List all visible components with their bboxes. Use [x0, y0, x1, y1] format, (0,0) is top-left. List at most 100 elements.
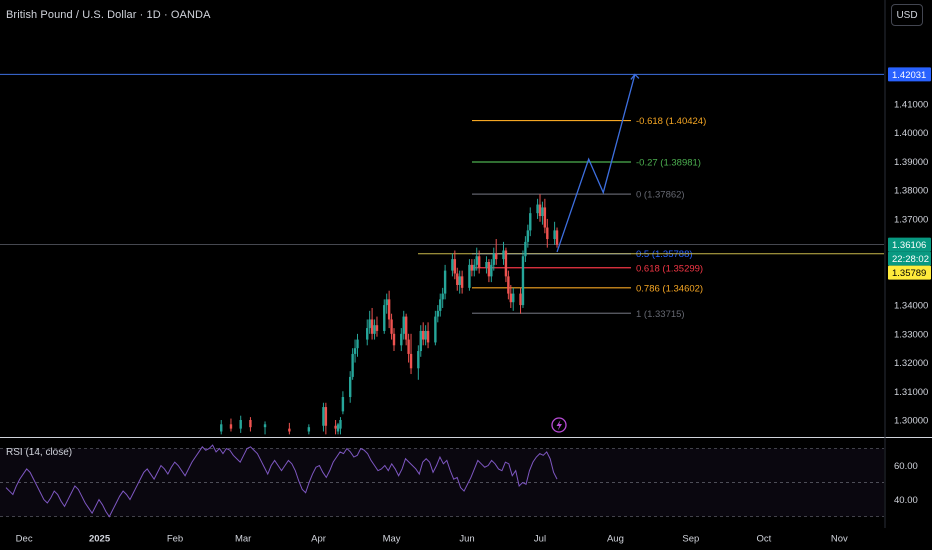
candle — [239, 415, 242, 433]
candle — [322, 402, 325, 432]
candle — [353, 339, 357, 363]
candle-body — [356, 339, 359, 349]
symbol-title: British Pound / U.S. Dollar · 1D · OANDA — [6, 9, 211, 21]
date-tick-label: Nov — [831, 534, 848, 545]
candle-body — [368, 319, 371, 329]
candle — [541, 201, 544, 225]
candle — [443, 264, 447, 300]
price-tick-label: 1.40000 — [894, 128, 928, 139]
candle — [383, 299, 386, 334]
candle-body — [458, 276, 461, 285]
candle — [390, 313, 393, 340]
alert-lightning-icon[interactable] — [551, 417, 567, 433]
date-tick-label: Sep — [682, 534, 699, 545]
price-tick-label: 1.32000 — [894, 358, 928, 369]
fib-level-label: 0.786 (1.34602) — [636, 283, 703, 294]
candle — [334, 420, 337, 435]
candle — [404, 313, 408, 346]
rsi-series-line — [5, 444, 558, 518]
candle — [339, 417, 342, 435]
candle — [468, 259, 471, 291]
date-tick-label: 2025 — [89, 534, 111, 545]
candle-body — [385, 299, 388, 306]
candle-body — [524, 241, 527, 257]
rsi-title: RSI (14, close) — [6, 447, 73, 458]
candle-body — [322, 407, 325, 426]
candle — [407, 333, 410, 363]
projection-path[interactable] — [556, 74, 636, 253]
candle — [426, 322, 430, 349]
candle — [417, 345, 420, 380]
date-tick-label: Jul — [534, 534, 546, 545]
date-tick-label: Dec — [16, 534, 33, 545]
candle — [529, 207, 532, 237]
candle-body — [487, 262, 491, 277]
candle — [375, 316, 379, 337]
candle-body — [543, 207, 547, 228]
candle-body — [456, 273, 459, 285]
candle — [509, 284, 512, 308]
candle — [387, 290, 391, 329]
candle — [543, 198, 547, 234]
candle — [419, 325, 422, 357]
price-tag-text: 22:28:02 — [892, 254, 929, 265]
candle — [366, 319, 369, 346]
candle — [409, 333, 413, 375]
candle-body — [439, 299, 442, 311]
candle — [473, 259, 476, 277]
price-tag-text: 1.42031 — [892, 70, 926, 81]
candle-body — [502, 250, 505, 260]
candle-body — [495, 253, 498, 260]
candle-body — [512, 293, 515, 303]
candle-body — [492, 253, 495, 265]
date-tick-label: May — [383, 534, 401, 545]
candle — [351, 348, 354, 380]
candle-body — [424, 330, 427, 340]
candle-body — [239, 420, 242, 429]
candle-body — [475, 256, 478, 265]
candle — [249, 417, 252, 432]
candle-body — [477, 256, 481, 268]
currency-button[interactable]: USD — [891, 4, 923, 26]
candle-body — [521, 256, 525, 306]
candle — [220, 420, 223, 435]
candle-body — [402, 316, 405, 334]
candle-body — [334, 425, 337, 429]
candle — [400, 328, 403, 352]
candle — [555, 227, 559, 248]
candle-body — [229, 424, 233, 429]
candle — [288, 422, 291, 435]
candle — [536, 198, 539, 219]
candle-body — [473, 264, 476, 271]
candle — [356, 333, 359, 357]
candle-body — [538, 204, 542, 217]
date-tick-label: Oct — [756, 534, 771, 545]
candle — [422, 322, 425, 346]
candle — [368, 310, 371, 334]
price-tick-label: 1.30000 — [894, 416, 928, 427]
price-tag-target-level: 1.42031 — [888, 67, 931, 82]
date-tick-label: Jun — [459, 534, 474, 545]
candle-body — [336, 424, 340, 432]
candle-body — [249, 420, 252, 428]
candle — [341, 391, 345, 415]
candle-body — [507, 276, 510, 294]
candle-body — [460, 276, 464, 288]
candle-body — [553, 230, 556, 240]
price-tag-last-price: 1.36106 — [888, 237, 931, 252]
candle-body — [504, 250, 508, 277]
fib-level-label: 0 (1.37862) — [636, 190, 685, 201]
price-tick-label: 1.34000 — [894, 301, 928, 312]
price-tick-label: 1.37000 — [894, 214, 928, 225]
candle — [475, 247, 478, 271]
candle-body — [426, 330, 430, 343]
price-tick-label: 1.38000 — [894, 186, 928, 197]
candle-body — [555, 230, 559, 245]
date-tick-label: Mar — [235, 534, 251, 545]
candle-body — [436, 310, 439, 317]
alert-icon-ring — [551, 417, 567, 433]
candle-body — [453, 259, 457, 274]
candle — [538, 194, 542, 222]
price-tag-bg — [888, 265, 931, 280]
